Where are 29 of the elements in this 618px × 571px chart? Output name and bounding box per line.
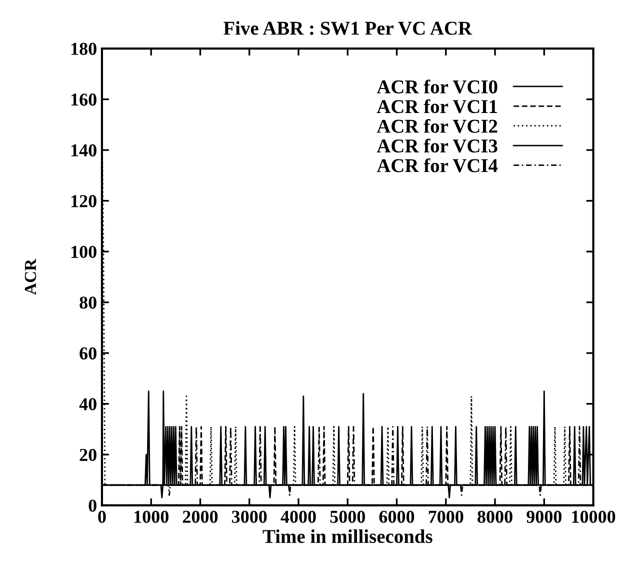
y-tick-label: 0 bbox=[88, 500, 96, 512]
legend-label: ACR for VCI2 bbox=[376, 118, 498, 133]
x-axis-title: Time in milliseconds bbox=[262, 529, 432, 544]
x-tick-label: 10000 bbox=[572, 510, 616, 523]
y-tick-label: 180 bbox=[71, 42, 96, 55]
y-tick-label: 80 bbox=[80, 296, 96, 309]
y-tick-label: 60 bbox=[80, 347, 96, 360]
y-tick-label: 140 bbox=[71, 144, 96, 156]
y-tick-label: 120 bbox=[71, 195, 96, 208]
legend-label: ACR for VCI1 bbox=[376, 99, 497, 114]
x-tick-label: 6000 bbox=[379, 510, 414, 523]
y-tick-label: 160 bbox=[71, 94, 96, 106]
x-tick-label: 4000 bbox=[280, 510, 316, 523]
x-tick-label: 0 bbox=[98, 510, 106, 523]
x-tick-label: 2000 bbox=[182, 510, 218, 523]
x-tick-label: 7000 bbox=[428, 510, 464, 523]
x-tick-label: 5000 bbox=[330, 510, 365, 523]
legend-label: ACR for VCI3 bbox=[376, 138, 498, 153]
x-tick-label: 8000 bbox=[478, 510, 512, 523]
y-tick-label: 100 bbox=[71, 246, 96, 258]
x-tick-label: 1000 bbox=[134, 510, 168, 523]
x-tick-label: 9000 bbox=[526, 510, 562, 523]
x-tick-label: 3000 bbox=[232, 510, 267, 523]
y-axis-title: ACR bbox=[24, 258, 36, 295]
y-tick-label: 40 bbox=[79, 398, 96, 410]
chart-title: Five ABR : SW1 Per VC ACR bbox=[224, 21, 472, 35]
legend-label: ACR for VCI4 bbox=[376, 158, 498, 172]
legend-label: ACR for VCI0 bbox=[376, 80, 498, 94]
y-tick-label: 20 bbox=[80, 448, 96, 462]
